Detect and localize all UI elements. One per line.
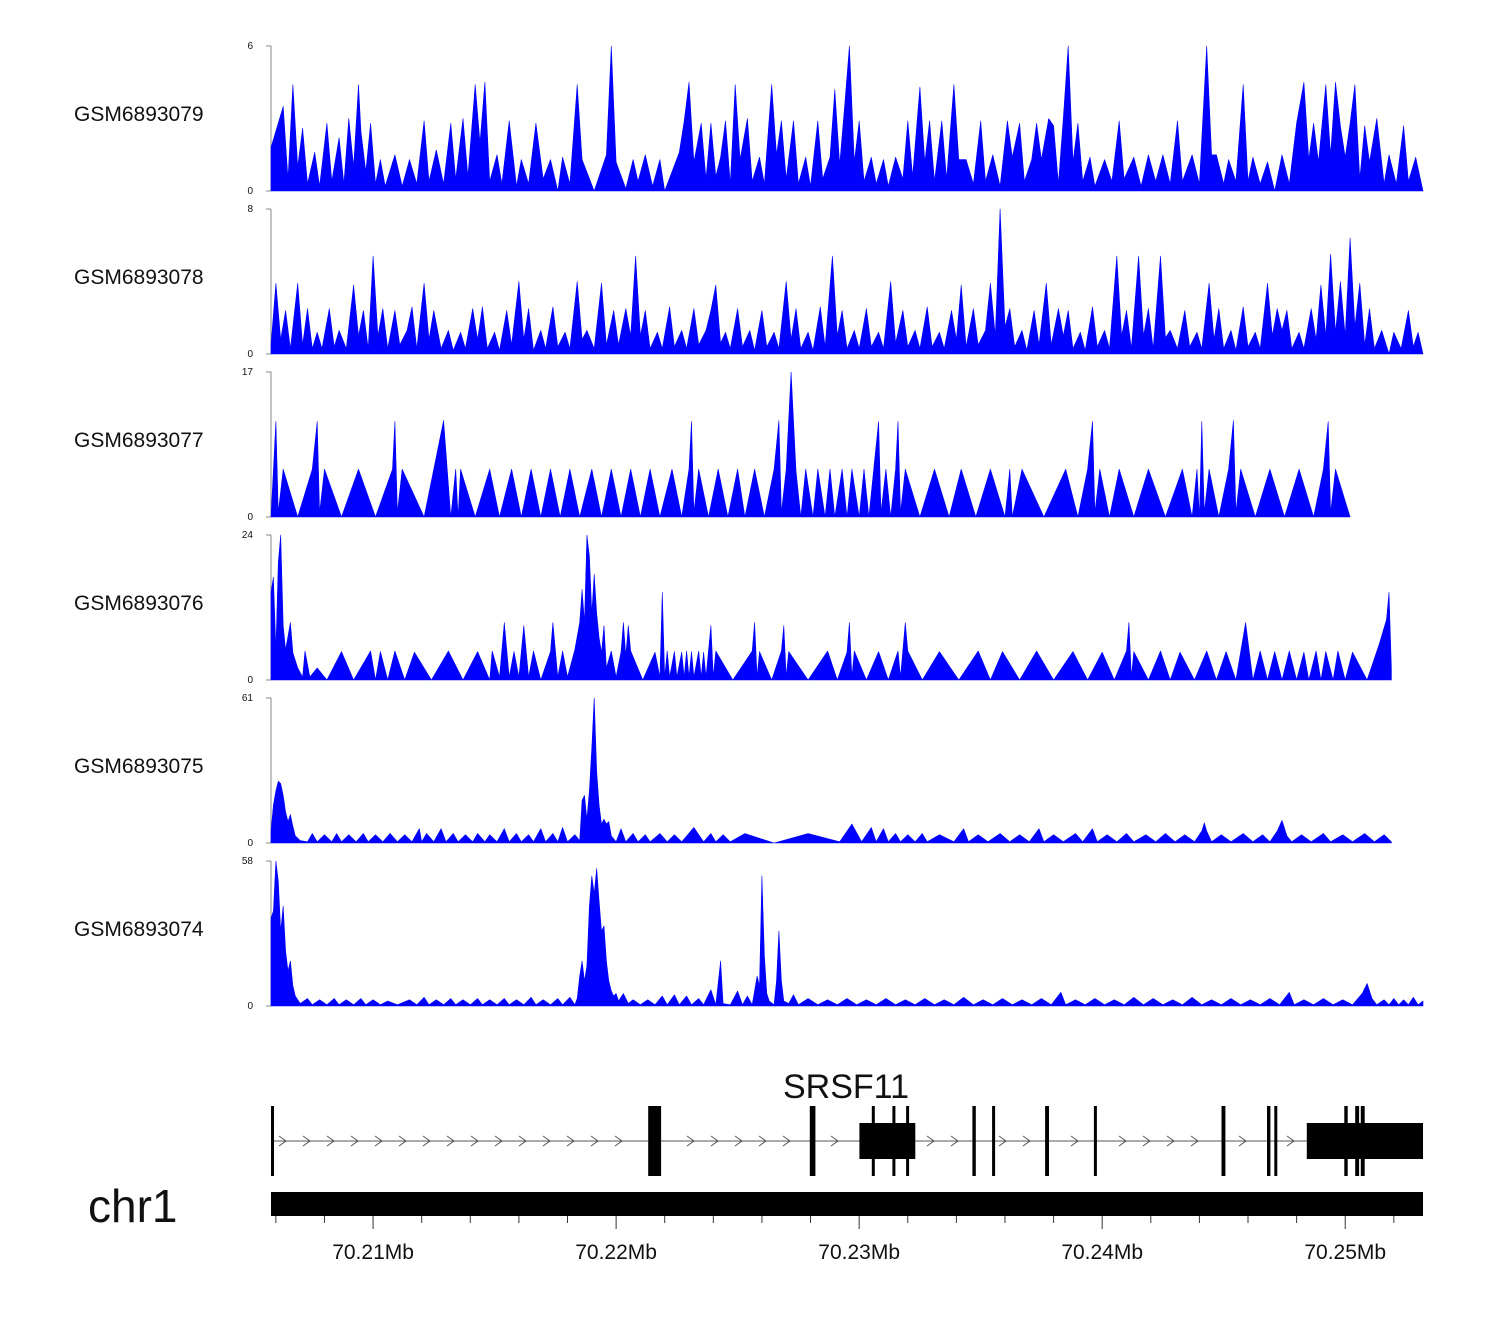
strand-arrow [350, 1135, 359, 1147]
y-tick-label-min: 0 [247, 186, 253, 197]
strand-arrow [494, 1135, 503, 1147]
exon [1274, 1106, 1278, 1176]
exon [1344, 1106, 1348, 1176]
x-tick-label: 70.24Mb [1061, 1241, 1143, 1264]
strand-arrow [614, 1135, 623, 1147]
track-label: GSM6893074 [74, 918, 204, 941]
gene-model-track: SRSF11 [271, 1068, 1423, 1176]
strand-arrow [566, 1135, 575, 1147]
y-tick-label-max: 17 [242, 367, 254, 378]
exon [271, 1106, 274, 1176]
strand-arrow [758, 1135, 767, 1147]
track-label: GSM6893076 [74, 592, 204, 615]
exon [655, 1106, 662, 1176]
track-label: GSM6893079 [74, 103, 204, 126]
strand-arrow [686, 1135, 695, 1147]
coverage-track: GSM6893078 8 0 [74, 204, 1424, 360]
strand-arrow [1118, 1135, 1127, 1147]
coverage-track: GSM6893074 58 0 [74, 856, 1424, 1012]
coverage-area [270, 371, 1351, 518]
strand-arrow [1142, 1135, 1151, 1147]
strand-arrow [302, 1135, 311, 1147]
exon [1267, 1106, 1271, 1176]
x-tick-label: 70.23Mb [818, 1241, 900, 1264]
y-tick-label-max: 8 [247, 204, 253, 215]
track-label: GSM6893078 [74, 266, 204, 289]
y-tick-label-min: 0 [247, 512, 253, 523]
strand-arrow [926, 1135, 935, 1147]
strand-arrow [1286, 1135, 1295, 1147]
coverage-area [270, 534, 1392, 681]
exon [809, 1106, 816, 1176]
strand-arrow [326, 1135, 335, 1147]
chromosome-axis: chr1 70.21Mb 70.22Mb 70.23Mb 70.24Mb 70.25Mb [88, 1180, 1423, 1264]
strand-arrow [398, 1135, 407, 1147]
exon [972, 1106, 976, 1176]
y-tick-label-min: 0 [247, 838, 253, 849]
strand-arrow [1166, 1135, 1175, 1147]
strand-arrow [1238, 1135, 1247, 1147]
y-tick-label-max: 61 [242, 693, 254, 704]
coverage-track: GSM6893075 61 0 [74, 693, 1392, 849]
coverage-track: GSM6893077 17 0 [74, 367, 1351, 523]
chromosome-label: chr1 [88, 1180, 177, 1232]
strand-arrow [374, 1135, 383, 1147]
coverage-track: GSM6893076 24 0 [74, 530, 1392, 686]
track-label: GSM6893077 [74, 429, 204, 452]
strand-arrow [590, 1135, 599, 1147]
exon [906, 1106, 910, 1176]
y-tick-label-max: 58 [242, 856, 254, 867]
strand-arrow [710, 1135, 719, 1147]
exon [892, 1106, 896, 1176]
exon [1045, 1106, 1049, 1176]
y-tick-label-min: 0 [247, 1001, 253, 1012]
x-tick-label: 70.25Mb [1304, 1241, 1386, 1264]
strand-arrow [830, 1135, 839, 1147]
strand-arrow [542, 1135, 551, 1147]
strand-arrow [734, 1135, 743, 1147]
exon [859, 1123, 916, 1159]
track-label: GSM6893075 [74, 755, 204, 778]
strand-arrow [422, 1135, 431, 1147]
chromosome-bar [271, 1192, 1423, 1216]
y-tick-label-max: 24 [242, 530, 254, 541]
exon [1221, 1106, 1226, 1176]
strand-arrow [1022, 1135, 1031, 1147]
y-tick-label-min: 0 [247, 675, 253, 686]
strand-arrow [1070, 1135, 1079, 1147]
coverage-area [270, 860, 1424, 1007]
coverage-tracks: GSM689307960GSM689307880GSM6893077170GSM… [74, 41, 1424, 1012]
exon [648, 1106, 656, 1176]
coverage-area [270, 45, 1424, 192]
coverage-area [270, 697, 1392, 844]
x-tick-label: 70.22Mb [575, 1241, 657, 1264]
exon [1355, 1106, 1360, 1176]
strand-arrow [1190, 1135, 1199, 1147]
strand-arrow [998, 1135, 1007, 1147]
x-tick-label: 70.21Mb [332, 1241, 414, 1264]
y-tick-label-min: 0 [247, 349, 253, 360]
exon [1093, 1106, 1097, 1176]
exon [1306, 1123, 1423, 1159]
strand-arrow [518, 1135, 527, 1147]
strand-arrow [782, 1135, 791, 1147]
strand-arrow [470, 1135, 479, 1147]
strand-arrow [278, 1135, 287, 1147]
coverage-area [270, 208, 1424, 355]
exon [992, 1106, 996, 1176]
gene-label: SRSF11 [783, 1068, 909, 1106]
y-tick-label-max: 6 [247, 41, 253, 52]
strand-arrow [950, 1135, 959, 1147]
exon [1360, 1106, 1365, 1176]
coverage-track: GSM6893079 6 0 [74, 41, 1424, 197]
exon [871, 1106, 875, 1176]
strand-arrow [446, 1135, 455, 1147]
